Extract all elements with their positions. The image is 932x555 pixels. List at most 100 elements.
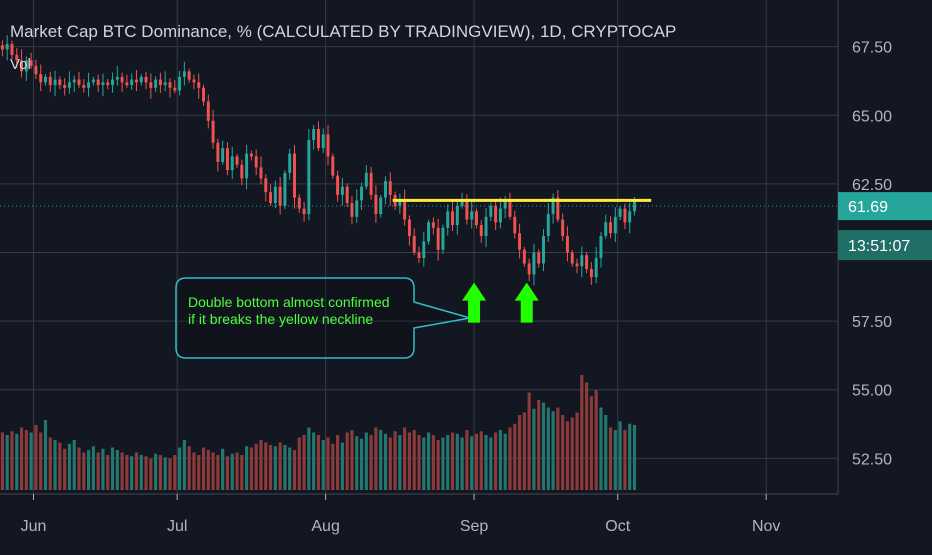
candle-body xyxy=(436,227,440,250)
candle-body xyxy=(398,200,402,206)
candle-layer xyxy=(0,35,636,286)
volume-bar xyxy=(235,452,239,490)
volume-bar xyxy=(72,440,76,490)
candle-body xyxy=(67,82,71,88)
candle-body xyxy=(422,241,426,258)
grid-layer xyxy=(0,0,838,494)
volume-bar xyxy=(163,457,167,490)
candle-body xyxy=(604,222,608,237)
candle-body xyxy=(192,79,196,83)
candle-body xyxy=(312,128,316,140)
y-tick-label: 65.00 xyxy=(852,108,892,125)
candle-body xyxy=(20,60,24,72)
volume-bar xyxy=(508,427,512,490)
candle-body xyxy=(360,186,364,201)
candle-body xyxy=(465,200,469,220)
volume-bar xyxy=(623,430,627,490)
x-tick-label: Oct xyxy=(605,518,630,535)
volume-bar xyxy=(168,458,172,490)
annotation-callout: Double bottom almost confirmed if it bre… xyxy=(176,278,414,358)
price-tag-label: 61.69 xyxy=(848,199,888,216)
volume-bar xyxy=(316,435,321,490)
volume-bar xyxy=(374,427,378,490)
candle-body xyxy=(206,101,210,121)
volume-bar xyxy=(245,446,249,490)
time-axis-panel[interactable] xyxy=(0,494,932,550)
candle-body xyxy=(111,79,115,86)
candle-body xyxy=(537,252,541,264)
candle-body xyxy=(130,79,134,86)
volume-bar xyxy=(513,423,517,490)
candle-body xyxy=(264,178,268,193)
volume-bar xyxy=(489,437,493,490)
volume-bar xyxy=(53,440,57,490)
volume-bar xyxy=(407,432,412,490)
candle-body xyxy=(474,211,478,226)
y-tick-label: 62.50 xyxy=(852,177,892,194)
candle-body xyxy=(355,200,359,217)
annotation-box xyxy=(175,277,471,359)
candle-body xyxy=(350,203,354,217)
volume-bar xyxy=(288,447,292,490)
candle-body xyxy=(10,43,14,55)
volume-bar xyxy=(556,407,560,490)
volume-bar xyxy=(431,435,435,490)
volume-bar xyxy=(613,430,617,490)
volume-bar xyxy=(15,433,19,490)
candle-body xyxy=(427,222,431,242)
candle-body xyxy=(570,252,574,264)
x-tick-label: Sep xyxy=(460,518,489,535)
volume-bar xyxy=(331,443,335,490)
volume-bar xyxy=(96,452,100,490)
volume-bar xyxy=(144,456,148,490)
candle-body xyxy=(297,197,301,209)
annotation-line-2: if it breaks the yellow neckline xyxy=(188,311,374,327)
volume-bar xyxy=(225,456,230,490)
volume-bar xyxy=(436,440,440,490)
candle-body xyxy=(225,148,229,171)
candle-body xyxy=(134,79,138,83)
volume-bar xyxy=(211,452,215,490)
candle-body xyxy=(63,85,67,88)
volume-bar xyxy=(474,433,479,490)
chart-title: Market Cap BTC Dominance, % (CALCULATED … xyxy=(10,22,677,41)
candle-body xyxy=(44,76,47,83)
candle-body xyxy=(489,205,493,217)
volume-bar xyxy=(589,396,593,490)
candle-body xyxy=(163,82,167,86)
candle-body xyxy=(580,255,584,267)
volume-bar xyxy=(254,443,258,490)
volume-bar xyxy=(278,442,282,490)
candle-body xyxy=(374,194,378,215)
x-tick-label: Jun xyxy=(21,518,47,535)
volume-bar xyxy=(398,435,402,490)
candle-body xyxy=(53,79,57,86)
volume-bar xyxy=(130,456,134,490)
candle-body xyxy=(503,200,507,209)
volume-bar xyxy=(249,447,253,490)
volume-layer xyxy=(0,375,637,490)
candle-body xyxy=(561,219,565,237)
candle-body xyxy=(283,172,287,206)
volume-bar xyxy=(565,421,570,490)
volume-bar xyxy=(479,431,483,490)
volume-bar xyxy=(364,432,368,490)
volume-bar xyxy=(580,375,584,490)
countdown-label: 13:51:07 xyxy=(848,238,910,255)
candle-body xyxy=(527,263,531,275)
countdown-tag xyxy=(838,230,932,261)
volume-bar xyxy=(125,455,129,490)
volume-bar xyxy=(383,433,388,490)
volume-bar xyxy=(283,445,287,490)
y-tick-label: 57.50 xyxy=(852,314,892,331)
volume-bar xyxy=(450,432,455,490)
volume-bar xyxy=(173,455,177,490)
candle-body xyxy=(518,233,522,250)
candle-body xyxy=(321,134,325,149)
candle-body xyxy=(273,186,277,204)
volume-bar xyxy=(77,447,81,490)
x-tick-label: Aug xyxy=(311,518,339,535)
candle-body xyxy=(182,71,186,77)
volume-bar xyxy=(345,432,349,490)
